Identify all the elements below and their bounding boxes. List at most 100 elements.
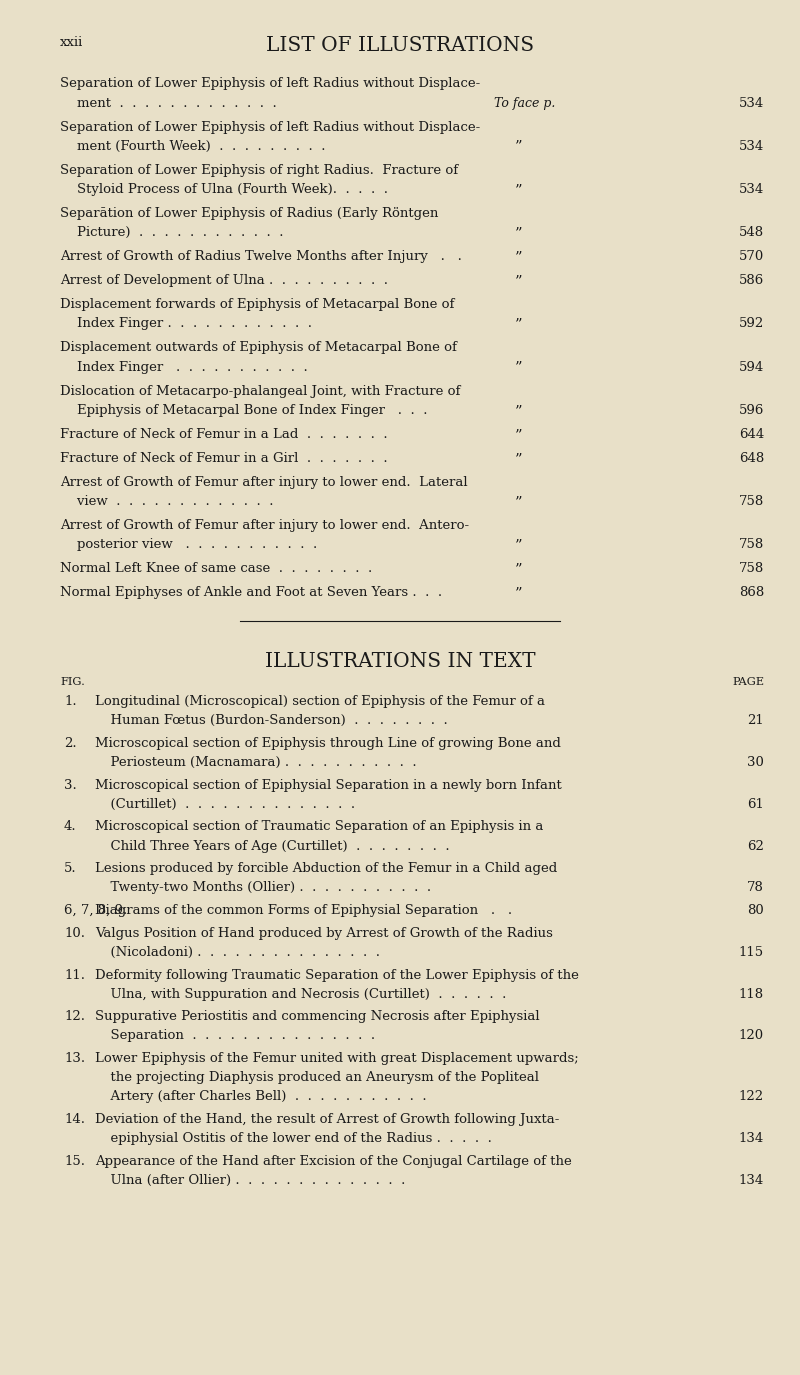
Text: 14.: 14. [64,1114,85,1126]
Text: the projecting Diaphysis produced an Aneurysm of the Popliteal: the projecting Diaphysis produced an Ane… [102,1071,538,1085]
Text: 868: 868 [738,586,764,600]
Text: ”: ” [514,274,522,289]
Text: Picture)  .  .  .  .  .  .  .  .  .  .  .  .: Picture) . . . . . . . . . . . . [60,226,283,239]
Text: ”: ” [514,428,522,441]
Text: Normal Left Knee of same case  .  .  .  .  .  .  .  .: Normal Left Knee of same case . . . . . … [60,562,372,575]
Text: 586: 586 [738,274,764,287]
Text: Epiphysis of Metacarpal Bone of Index Finger   .  .  .: Epiphysis of Metacarpal Bone of Index Fi… [60,404,427,417]
Text: 1.: 1. [64,694,77,708]
Text: 758: 758 [738,538,764,551]
Text: Index Finger .  .  .  .  .  .  .  .  .  .  .  .: Index Finger . . . . . . . . . . . . [60,318,312,330]
Text: 21: 21 [747,714,764,727]
Text: 80: 80 [747,905,764,917]
Text: Arrest of Growth of Femur after injury to lower end.  Lateral: Arrest of Growth of Femur after injury t… [60,476,468,489]
Text: 10.: 10. [64,927,85,939]
Text: 115: 115 [739,946,764,958]
Text: Microscopical section of Epiphysial Separation in a newly born Infant: Microscopical section of Epiphysial Sepa… [95,778,562,792]
Text: Arrest of Growth of Femur after injury to lower end.  Antero-: Arrest of Growth of Femur after injury t… [60,520,469,532]
Text: 118: 118 [739,987,764,1001]
Text: Lesions produced by forcible Abduction of the Femur in a Child aged: Lesions produced by forcible Abduction o… [95,862,558,876]
Text: Arrest of Growth of Radius Twelve Months after Injury   .   .: Arrest of Growth of Radius Twelve Months… [60,250,462,263]
Text: 2.: 2. [64,737,77,749]
Text: 758: 758 [738,562,764,575]
Text: Fracture of Neck of Femur in a Lad  .  .  .  .  .  .  .: Fracture of Neck of Femur in a Lad . . .… [60,428,388,441]
Text: Normal Epiphyses of Ankle and Foot at Seven Years .  .  .: Normal Epiphyses of Ankle and Foot at Se… [60,586,442,600]
Text: Longitudinal (Microscopical) section of Epiphysis of the Femur of a: Longitudinal (Microscopical) section of … [95,694,546,708]
Text: 648: 648 [738,452,764,465]
Text: Separātion of Lower Epiphysis of Radius (Early Röntgen: Separātion of Lower Epiphysis of Radius … [60,208,438,220]
Text: 3.: 3. [64,778,77,792]
Text: 78: 78 [747,881,764,895]
Text: view  .  .  .  .  .  .  .  .  .  .  .  .  .: view . . . . . . . . . . . . . [60,495,274,507]
Text: Separation  .  .  .  .  .  .  .  .  .  .  .  .  .  .  .: Separation . . . . . . . . . . . . . . . [102,1030,374,1042]
Text: (Nicoladoni) .  .  .  .  .  .  .  .  .  .  .  .  .  .  .: (Nicoladoni) . . . . . . . . . . . . . .… [102,946,380,958]
Text: Dislocation of Metacarpo-phalangeal Joint, with Fracture of: Dislocation of Metacarpo-phalangeal Join… [60,385,460,397]
Text: ILLUSTRATIONS IN TEXT: ILLUSTRATIONS IN TEXT [265,652,535,671]
Text: 134: 134 [738,1132,764,1145]
Text: 534: 534 [738,96,764,110]
Text: 30: 30 [747,756,764,769]
Text: Valgus Position of Hand produced by Arrest of Growth of the Radius: Valgus Position of Hand produced by Arre… [95,927,553,939]
Text: 120: 120 [739,1030,764,1042]
Text: 11.: 11. [64,968,85,982]
Text: ”: ” [514,452,522,466]
Text: ”: ” [514,226,522,241]
Text: To face p.: To face p. [494,96,556,110]
Text: LIST OF ILLUSTRATIONS: LIST OF ILLUSTRATIONS [266,36,534,55]
Text: Ulna, with Suppuration and Necrosis (Curtillet)  .  .  .  .  .  .: Ulna, with Suppuration and Necrosis (Cur… [102,987,506,1001]
Text: xxii: xxii [60,36,83,48]
Text: 15.: 15. [64,1155,85,1167]
Text: 548: 548 [739,226,764,239]
Text: ”: ” [514,140,522,154]
Text: Suppurative Periostitis and commencing Necrosis after Epiphysial: Suppurative Periostitis and commencing N… [95,1011,540,1023]
Text: 122: 122 [739,1090,764,1104]
Text: 12.: 12. [64,1011,85,1023]
Text: Periosteum (Macnamara) .  .  .  .  .  .  .  .  .  .  .: Periosteum (Macnamara) . . . . . . . . .… [102,756,416,769]
Text: ”: ” [514,183,522,197]
Text: Displacement outwards of Epiphysis of Metacarpal Bone of: Displacement outwards of Epiphysis of Me… [60,341,457,355]
Text: Separation of Lower Epiphysis of left Radius without Displace-: Separation of Lower Epiphysis of left Ra… [60,121,480,133]
Text: 5.: 5. [64,862,77,876]
Text: 534: 534 [738,140,764,153]
Text: Styloid Process of Ulna (Fourth Week).  .  .  .  .: Styloid Process of Ulna (Fourth Week). .… [60,183,388,197]
Text: Deformity following Traumatic Separation of the Lower Epiphysis of the: Deformity following Traumatic Separation… [95,968,579,982]
Text: Displacement forwards of Epiphysis of Metacarpal Bone of: Displacement forwards of Epiphysis of Me… [60,298,454,311]
Text: ”: ” [514,562,522,576]
Text: 596: 596 [738,404,764,417]
Text: 6, 7, 8, 9.: 6, 7, 8, 9. [64,905,127,917]
Text: Microscopical section of Epiphysis through Line of growing Bone and: Microscopical section of Epiphysis throu… [95,737,561,749]
Text: Deviation of the Hand, the result of Arrest of Growth following Juxta-: Deviation of the Hand, the result of Arr… [95,1114,559,1126]
Text: epiphysial Ostitis of the lower end of the Radius .  .  .  .  .: epiphysial Ostitis of the lower end of t… [102,1132,491,1145]
Text: ”: ” [514,250,522,264]
Text: FIG.: FIG. [60,676,85,688]
Text: Ulna (after Ollier) .  .  .  .  .  .  .  .  .  .  .  .  .  .: Ulna (after Ollier) . . . . . . . . . . … [102,1174,405,1187]
Text: Fracture of Neck of Femur in a Girl  .  .  .  .  .  .  .: Fracture of Neck of Femur in a Girl . . … [60,452,388,465]
Text: 61: 61 [747,798,764,811]
Text: Diagrams of the common Forms of Epiphysial Separation   .   .: Diagrams of the common Forms of Epiphysi… [95,905,512,917]
Text: 534: 534 [738,183,764,197]
Text: 594: 594 [738,360,764,374]
Text: Index Finger   .  .  .  .  .  .  .  .  .  .  .: Index Finger . . . . . . . . . . . [60,360,308,374]
Text: ”: ” [514,360,522,374]
Text: PAGE: PAGE [732,676,764,688]
Text: Human Fœtus (Burdon-Sanderson)  .  .  .  .  .  .  .  .: Human Fœtus (Burdon-Sanderson) . . . . .… [102,714,447,727]
Text: 592: 592 [738,318,764,330]
Text: Microscopical section of Traumatic Separation of an Epiphysis in a: Microscopical section of Traumatic Separ… [95,821,543,833]
Text: Arrest of Development of Ulna .  .  .  .  .  .  .  .  .  .: Arrest of Development of Ulna . . . . . … [60,274,388,287]
Text: ment  .  .  .  .  .  .  .  .  .  .  .  .  .: ment . . . . . . . . . . . . . [60,96,277,110]
Text: Artery (after Charles Bell)  .  .  .  .  .  .  .  .  .  .  .: Artery (after Charles Bell) . . . . . . … [102,1090,426,1104]
Text: 134: 134 [738,1174,764,1187]
Text: 570: 570 [738,250,764,263]
Text: ”: ” [514,495,522,509]
Text: ment (Fourth Week)  .  .  .  .  .  .  .  .  .: ment (Fourth Week) . . . . . . . . . [60,140,326,153]
Text: Lower Epiphysis of the Femur united with great Displacement upwards;: Lower Epiphysis of the Femur united with… [95,1052,579,1066]
Text: 62: 62 [747,840,764,852]
Text: ”: ” [514,586,522,601]
Text: Twenty-two Months (Ollier) .  .  .  .  .  .  .  .  .  .  .: Twenty-two Months (Ollier) . . . . . . .… [102,881,430,895]
Text: posterior view   .  .  .  .  .  .  .  .  .  .  .: posterior view . . . . . . . . . . . [60,538,318,551]
Text: 644: 644 [738,428,764,441]
Text: 13.: 13. [64,1052,85,1066]
Text: ”: ” [514,404,522,418]
Text: Separation of Lower Epiphysis of right Radius.  Fracture of: Separation of Lower Epiphysis of right R… [60,164,458,177]
Text: Child Three Years of Age (Curtillet)  .  .  .  .  .  .  .  .: Child Three Years of Age (Curtillet) . .… [102,840,450,852]
